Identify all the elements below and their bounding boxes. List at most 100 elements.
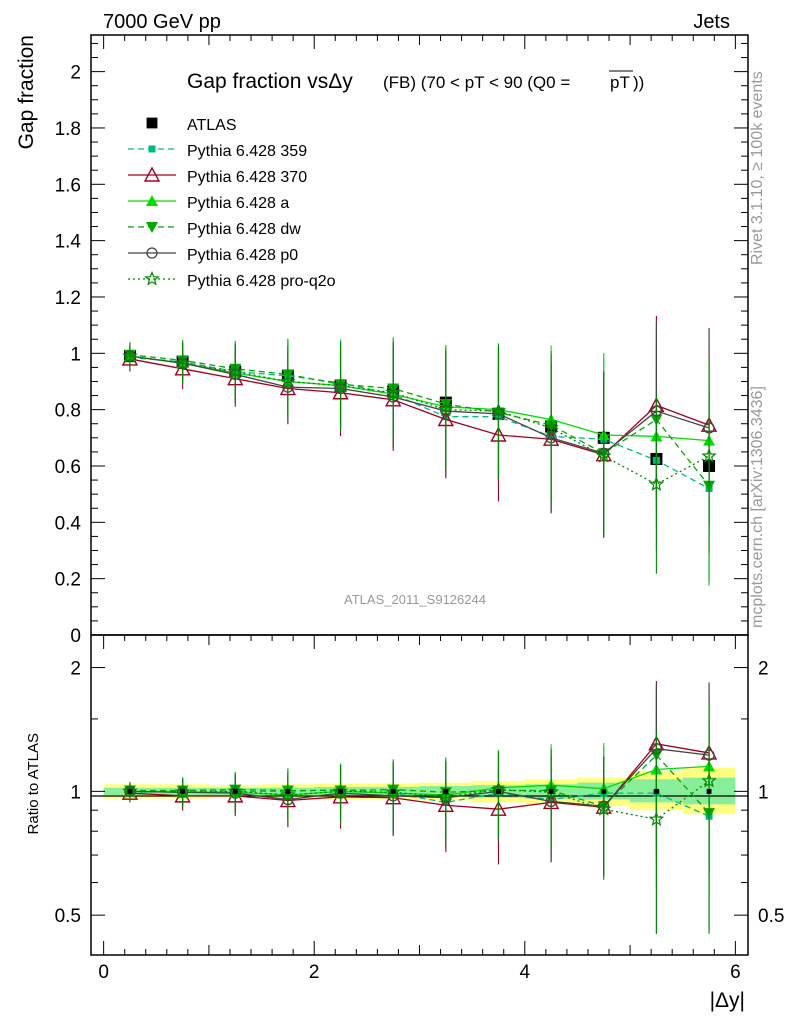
series-line-4 [129, 354, 710, 487]
main-y-tick-label: 1.2 [55, 288, 81, 309]
ratio-panel: 0.5 0.5 1 1 2 2 0 2 4 6 |Δy| [55, 35, 785, 1012]
x-tick-label: 2 [309, 962, 320, 983]
ratio-y-tick-label-right: 2 [758, 659, 769, 680]
x-tick-label: 0 [98, 962, 109, 983]
ratio-reference-point [443, 788, 449, 794]
main-series [121, 315, 718, 586]
ratio-line-4 [129, 747, 710, 807]
ratio-point-5 [280, 786, 296, 802]
ratio-reference-point [338, 788, 343, 794]
data-point-6 [122, 347, 138, 363]
main-y-tick-label: 0.2 [55, 570, 81, 591]
ratio-y-tick-label: 1 [70, 782, 81, 803]
legend: ATLAS Pythia 6.428 359 Pythia 6.428 370 Pyt… [128, 117, 336, 290]
ratio-reference-point [232, 788, 238, 794]
main-y-tick-label: 0 [70, 626, 81, 647]
legend-label: Pythia 6.428 pro-q2o [187, 273, 336, 290]
data-point-6 [648, 476, 665, 491]
legend-marker [146, 117, 158, 129]
main-ylabel: Gap fraction [15, 35, 38, 149]
main-y-tick-label: 0.8 [55, 401, 81, 422]
legend-marker [146, 222, 158, 233]
ratio-point-5 [385, 784, 402, 799]
data-point-6 [332, 377, 349, 393]
ratio-point-5 [174, 783, 191, 799]
ratio-reference-point [601, 788, 607, 794]
x-tick-label: 4 [519, 962, 530, 983]
x-axis-label: |Δy| [710, 989, 745, 1012]
rivet-version-label: Rivet 3.1.10, ≥ 100k events [749, 71, 766, 265]
legend-marker [143, 166, 161, 182]
legend-label: Pythia 6.428 p0 [187, 247, 298, 264]
ratio-reference-point [285, 788, 291, 794]
ratio-reference-point [548, 788, 554, 794]
ratio-reference-point [706, 788, 712, 794]
legend-marker [146, 247, 158, 259]
ratio-reference-point [653, 788, 659, 794]
legend-marker [146, 195, 158, 206]
legend-label: ATLAS [187, 117, 237, 134]
ratio-y-tick-label-right: 0.5 [758, 906, 784, 927]
ratio-reference-point [390, 788, 396, 794]
data-point-6 [490, 402, 507, 418]
ratio-reference-point [496, 788, 501, 794]
ratio-point-5 [648, 811, 665, 826]
ratio-series [121, 681, 718, 934]
ratio-y-tick-label-right: 1 [758, 782, 769, 803]
ratio-line-5 [129, 780, 710, 821]
main-y-tick-label: 0.4 [55, 513, 82, 534]
ratio-frame [90, 634, 749, 956]
ratio-line-0 [129, 788, 710, 817]
legend-label: Pythia 6.428 370 [187, 169, 307, 186]
analysis-watermark: ATLAS_2011_S9126244 [344, 592, 486, 607]
series-line-5 [129, 355, 710, 455]
ratio-reference-point [180, 788, 186, 794]
data-point-6 [385, 384, 402, 400]
ratio-point-5 [596, 801, 612, 816]
data-point-6 [596, 447, 612, 463]
main-y-tick-label: 1 [70, 344, 81, 365]
main-y-tick-label: 1.6 [55, 175, 81, 196]
plot-title: Gap fraction vsΔy [187, 70, 353, 93]
data-point-6 [174, 355, 191, 370]
main-y-tick-label: 2 [70, 63, 81, 84]
legend-marker [144, 270, 160, 286]
ratio-point-5 [332, 783, 349, 798]
main-y-tick-label: 0.6 [55, 457, 81, 478]
data-point-6 [280, 373, 296, 389]
series-line-1 [129, 356, 710, 490]
series-line-3 [129, 355, 710, 442]
data-point-6 [701, 447, 717, 463]
ratio-ylabel: Ratio to ATLAS [25, 733, 42, 834]
main-panel: Gap fraction vsΔy (FB) (70 < pT < 90 (Q0… [55, 34, 749, 647]
energy-label: 7000 GeV pp [103, 11, 221, 33]
x-ticks: 0 2 4 6 [98, 35, 741, 983]
ratio-reference-point [127, 788, 133, 794]
main-y-tick-label: 1.8 [55, 119, 81, 140]
plot-title-end: )) [633, 73, 644, 92]
ratio-y-tick-label: 0.5 [55, 906, 81, 927]
mcplots-label: mcplots.cern.ch [arXiv:1306.3436] [749, 386, 766, 628]
data-point-6 [227, 363, 243, 379]
ratio-point-5 [438, 788, 454, 804]
legend-marker [148, 145, 156, 153]
ratio-line-2 [129, 765, 710, 796]
ratio-point-5 [122, 783, 138, 798]
ratio-point-5 [227, 783, 243, 798]
ratio-point-5 [543, 784, 559, 799]
legend-label: Pythia 6.428 dw [187, 221, 301, 238]
data-point-6 [437, 401, 454, 417]
x-tick-label: 6 [730, 962, 741, 983]
main-y-tick-label: 1.4 [55, 232, 82, 253]
series-line-2 [129, 358, 710, 456]
ratio-y-ticks: 0.5 0.5 1 1 2 2 [55, 659, 785, 928]
ratio-y-tick-label: 2 [70, 659, 81, 680]
data-point-6 [543, 419, 559, 435]
ratio-point-5 [701, 772, 717, 788]
process-label: Jets [693, 11, 730, 33]
legend-label: Pythia 6.428 a [187, 195, 289, 212]
main-y-ticks: 0 0.2 0.4 0.6 0.8 1 1.2 1.4 1.6 1.8 2 [55, 42, 748, 647]
legend-label: Pythia 6.428 359 [187, 143, 307, 160]
plot-title-pt: pT [610, 73, 630, 92]
